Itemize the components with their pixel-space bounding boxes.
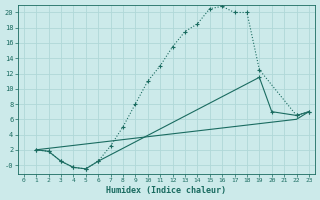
X-axis label: Humidex (Indice chaleur): Humidex (Indice chaleur) — [106, 186, 226, 195]
